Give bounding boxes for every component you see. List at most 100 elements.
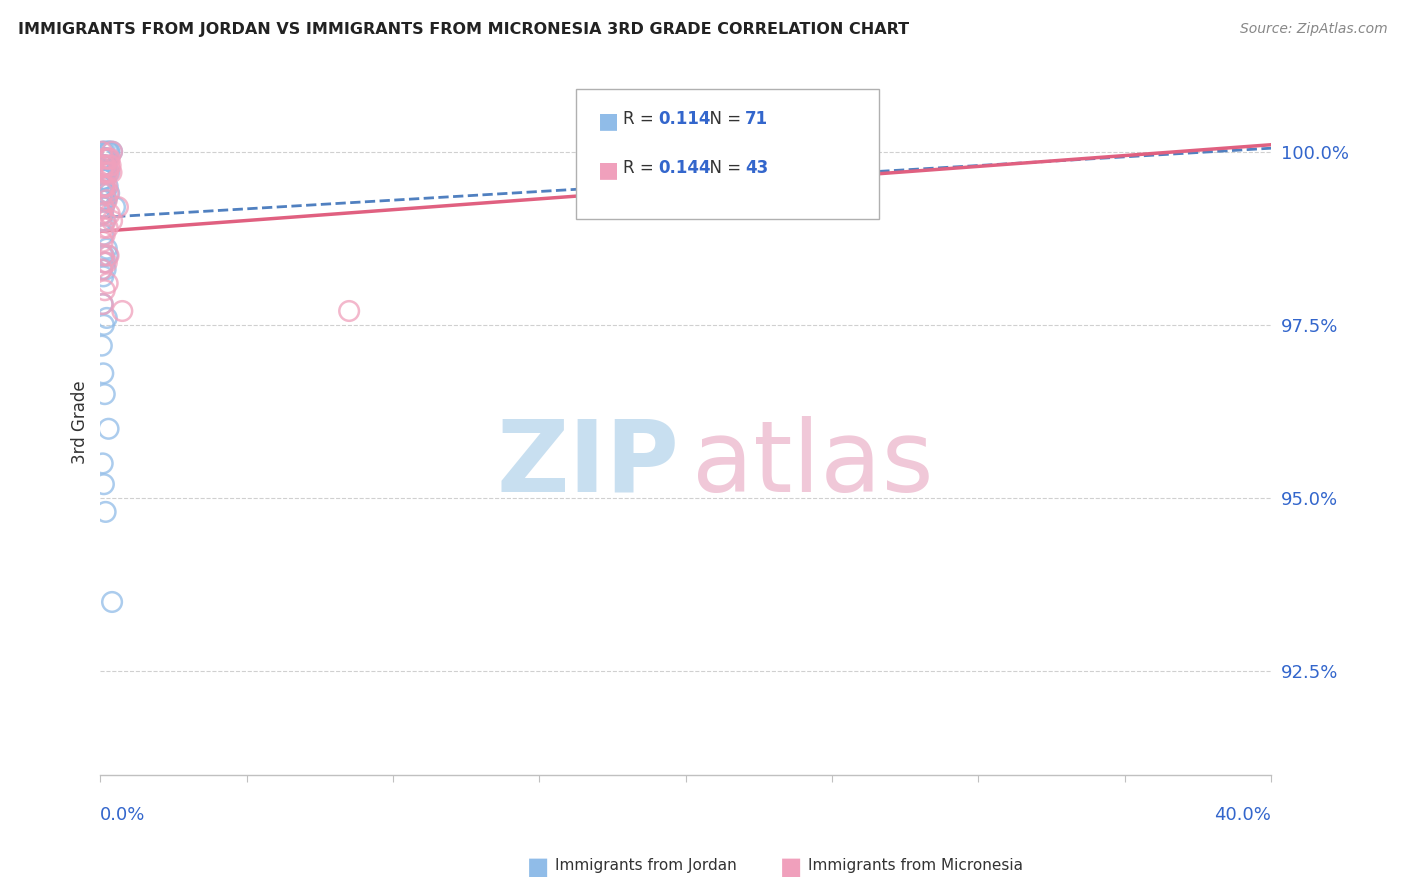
Point — [97, 249, 120, 263]
Point — [101, 145, 124, 159]
Point — [91, 172, 114, 186]
Point — [97, 249, 120, 263]
Text: Source: ZipAtlas.com: Source: ZipAtlas.com — [1240, 22, 1388, 37]
Text: R =: R = — [623, 159, 659, 177]
Point — [90, 338, 112, 352]
Point — [93, 214, 115, 228]
Text: N =: N = — [699, 159, 747, 177]
Text: atlas: atlas — [692, 416, 934, 513]
Text: 0.144: 0.144 — [658, 159, 710, 177]
Point — [91, 220, 114, 235]
Point — [94, 262, 117, 277]
Point — [93, 159, 115, 173]
Point — [96, 152, 118, 166]
Point — [96, 159, 118, 173]
Point — [91, 249, 114, 263]
Point — [98, 145, 121, 159]
Text: ■: ■ — [598, 112, 619, 131]
Point — [98, 207, 121, 221]
Point — [91, 186, 114, 201]
Point — [91, 172, 114, 186]
Text: Immigrants from Jordan: Immigrants from Jordan — [555, 858, 737, 872]
Point — [91, 297, 114, 311]
Point — [96, 179, 118, 194]
Point — [93, 152, 115, 166]
Point — [111, 304, 134, 318]
Point — [94, 165, 117, 179]
Point — [97, 145, 120, 159]
Point — [90, 207, 112, 221]
Point — [94, 152, 117, 166]
Text: ■: ■ — [780, 855, 803, 879]
Point — [101, 595, 124, 609]
Point — [91, 207, 114, 221]
Point — [91, 179, 114, 194]
Point — [98, 186, 121, 201]
Point — [93, 200, 115, 214]
Point — [91, 235, 114, 249]
Point — [90, 214, 112, 228]
Point — [337, 304, 360, 318]
Text: 0.114: 0.114 — [658, 110, 710, 128]
Point — [98, 165, 121, 179]
Text: Immigrants from Micronesia: Immigrants from Micronesia — [808, 858, 1024, 872]
Point — [93, 200, 115, 214]
Point — [93, 193, 115, 207]
Y-axis label: 3rd Grade: 3rd Grade — [72, 380, 89, 464]
Point — [93, 159, 115, 173]
Point — [97, 179, 120, 194]
Point — [91, 457, 114, 471]
Point — [97, 165, 120, 179]
Text: 71: 71 — [745, 110, 768, 128]
Point — [96, 193, 118, 207]
Point — [96, 165, 118, 179]
Point — [101, 145, 124, 159]
Point — [96, 152, 118, 166]
Point — [98, 159, 121, 173]
Point — [93, 283, 115, 297]
Point — [91, 172, 114, 186]
Text: ■: ■ — [598, 161, 619, 180]
Point — [91, 165, 114, 179]
Point — [91, 200, 114, 214]
Point — [97, 277, 120, 291]
Point — [98, 145, 121, 159]
Point — [101, 214, 124, 228]
Point — [93, 179, 115, 194]
Point — [93, 255, 115, 269]
Point — [93, 255, 115, 269]
Point — [93, 172, 115, 186]
Point — [94, 505, 117, 519]
Point — [97, 422, 120, 436]
Point — [93, 159, 115, 173]
Point — [90, 152, 112, 166]
Point — [96, 310, 118, 325]
Point — [91, 207, 114, 221]
Point — [90, 262, 112, 277]
Point — [94, 159, 117, 173]
Point — [93, 179, 115, 194]
Point — [96, 242, 118, 256]
Point — [93, 477, 115, 491]
Point — [91, 159, 114, 173]
Point — [90, 193, 112, 207]
Point — [94, 214, 117, 228]
Point — [97, 186, 120, 201]
Point — [93, 165, 115, 179]
Point — [104, 200, 127, 214]
Point — [94, 186, 117, 201]
Point — [91, 269, 114, 284]
Text: R =: R = — [623, 110, 659, 128]
Text: 0.0%: 0.0% — [100, 806, 146, 824]
Point — [91, 179, 114, 194]
Text: 40.0%: 40.0% — [1215, 806, 1271, 824]
Point — [96, 152, 118, 166]
Point — [91, 297, 114, 311]
Point — [96, 152, 118, 166]
Point — [91, 152, 114, 166]
Point — [96, 193, 118, 207]
Point — [96, 165, 118, 179]
Point — [100, 165, 122, 179]
Text: ■: ■ — [527, 855, 550, 879]
Point — [93, 318, 115, 332]
